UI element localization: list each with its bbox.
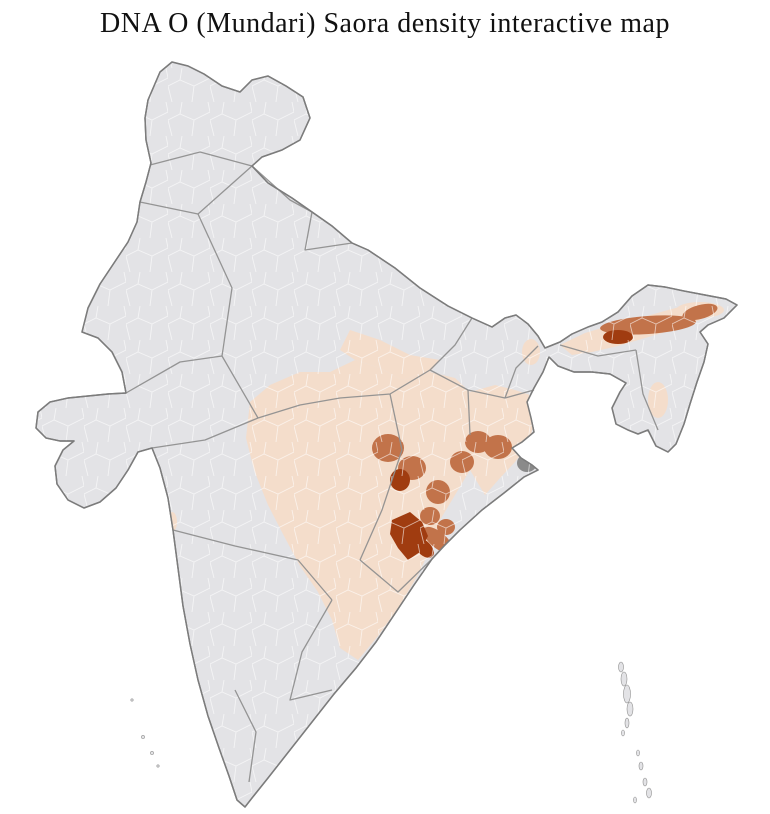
andaman-nicobar-islands[interactable] [618, 661, 652, 804]
lakshadweep-islands[interactable] [130, 698, 160, 768]
state-boundaries [125, 151, 659, 783]
district-boundaries [36, 62, 737, 807]
page-title: DNA O (Mundari) Saora density interactiv… [100, 8, 670, 39]
